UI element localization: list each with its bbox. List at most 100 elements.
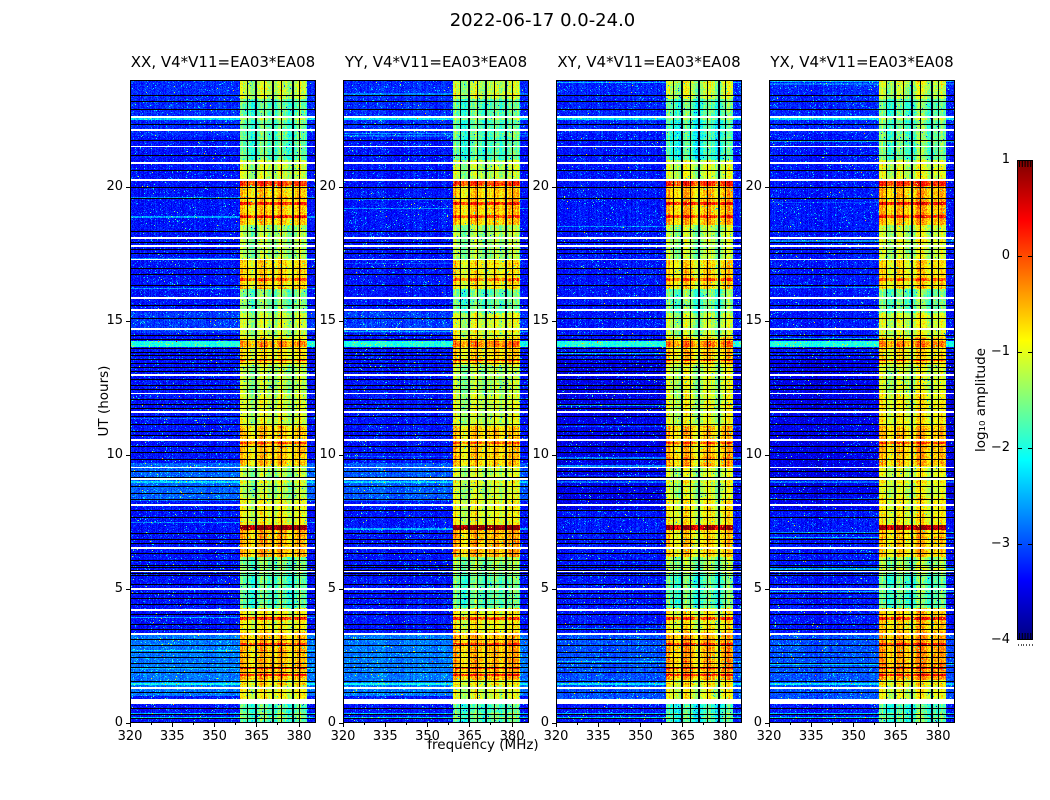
x-tick-label: 380 <box>286 729 312 744</box>
panel-title-yy: YY, V4*V11=EA03*EA08 <box>344 53 528 71</box>
x-tick-mark <box>937 723 939 727</box>
x-minor-tick-mark <box>874 723 876 725</box>
y-tick-mark <box>765 186 769 188</box>
colorbar-minor-dots <box>1020 644 1022 646</box>
x-tick-mark <box>810 723 812 727</box>
x-tick-label: 365 <box>244 729 270 744</box>
y-tick-label: 20 <box>106 179 123 195</box>
x-tick-mark <box>256 723 258 727</box>
x-minor-tick-mark <box>576 723 578 725</box>
x-tick-mark <box>640 723 642 727</box>
y-tick-mark <box>552 186 556 188</box>
x-minor-tick-mark <box>789 723 791 725</box>
x-tick-mark <box>768 723 770 727</box>
panel-title-yx: YX, V4*V11=EA03*EA08 <box>770 53 954 71</box>
x-tick-mark <box>469 723 471 727</box>
colorbar-tick-label: 1 <box>1001 152 1010 167</box>
figure-title: 2022-06-17 0.0-24.0 <box>449 10 636 31</box>
colorbar-tick-label: 0 <box>1001 248 1010 263</box>
y-tick-label: 0 <box>753 715 762 730</box>
y-tick-mark <box>339 320 343 322</box>
x-tick-mark <box>129 723 131 727</box>
y-tick-mark <box>339 588 343 590</box>
y-tick-mark <box>765 588 769 590</box>
x-tick-label: 320 <box>330 729 356 744</box>
y-tick-mark <box>339 454 343 456</box>
x-minor-tick-mark <box>490 723 492 725</box>
y-tick-mark <box>552 722 556 724</box>
y-tick-mark <box>552 454 556 456</box>
y-tick-mark <box>765 722 769 724</box>
x-tick-mark <box>298 723 300 727</box>
y-tick-label: 5 <box>327 581 336 597</box>
x-minor-tick-mark <box>363 723 365 725</box>
y-tick-label: 0 <box>540 715 549 730</box>
y-tick-label: 10 <box>532 447 549 463</box>
x-tick-label: 380 <box>925 729 951 744</box>
x-minor-tick-mark <box>405 723 407 725</box>
x-minor-tick-mark <box>277 723 279 725</box>
colorbar-minor-dots <box>1031 644 1033 646</box>
y-tick-mark <box>339 722 343 724</box>
y-tick-mark <box>765 454 769 456</box>
y-tick-label: 10 <box>319 447 336 463</box>
x-tick-mark <box>427 723 429 727</box>
x-tick-mark <box>214 723 216 727</box>
y-tick-label: 20 <box>532 179 549 195</box>
x-minor-tick-mark <box>192 723 194 725</box>
x-tick-mark <box>555 723 557 727</box>
x-tick-mark <box>384 723 386 727</box>
y-tick-label: 15 <box>745 313 762 329</box>
x-tick-mark <box>511 723 513 727</box>
y-tick-mark <box>126 454 130 456</box>
y-tick-label: 20 <box>745 179 762 195</box>
y-tick-mark <box>126 722 130 724</box>
x-axis-label: frequency (MHz) <box>427 737 539 753</box>
y-tick-label: 15 <box>106 313 123 329</box>
colorbar-minor-dots <box>1018 644 1019 646</box>
x-tick-label: 320 <box>756 729 782 744</box>
y-tick-mark <box>552 588 556 590</box>
x-tick-label: 365 <box>457 729 483 744</box>
x-tick-label: 335 <box>585 729 611 744</box>
colorbar-tick-label: −2 <box>990 440 1010 455</box>
x-tick-label: 320 <box>117 729 143 744</box>
x-minor-tick-mark <box>703 723 705 725</box>
colorbar-tick-label: −4 <box>990 632 1010 647</box>
x-minor-tick-mark <box>916 723 918 725</box>
y-tick-label: 0 <box>327 715 336 730</box>
x-tick-label: 350 <box>415 729 440 744</box>
x-tick-label: 365 <box>670 729 696 744</box>
x-minor-tick-mark <box>150 723 152 725</box>
x-minor-tick-mark <box>448 723 450 725</box>
x-tick-mark <box>342 723 344 727</box>
y-tick-label: 10 <box>745 447 762 463</box>
x-tick-label: 350 <box>202 729 227 744</box>
y-tick-label: 15 <box>532 313 549 329</box>
x-tick-label: 335 <box>372 729 398 744</box>
x-minor-tick-mark <box>235 723 237 725</box>
x-tick-label: 350 <box>628 729 653 744</box>
y-tick-label: 0 <box>114 715 123 730</box>
colorbar-minor-dots <box>1023 644 1025 646</box>
x-tick-label: 350 <box>841 729 866 744</box>
spectrogram-canvas-yx <box>769 80 955 723</box>
y-tick-label: 5 <box>540 581 549 597</box>
y-tick-mark <box>765 320 769 322</box>
y-tick-label: 10 <box>106 447 123 463</box>
x-tick-label: 335 <box>798 729 824 744</box>
spectrogram-canvas-xx <box>130 80 316 723</box>
y-tick-mark <box>339 186 343 188</box>
x-tick-label: 320 <box>543 729 569 744</box>
colorbar-tick-label: −1 <box>990 344 1010 359</box>
x-tick-mark <box>724 723 726 727</box>
x-tick-mark <box>597 723 599 727</box>
colorbar-minor-dots <box>1028 644 1030 646</box>
spectrogram-canvas-yy <box>343 80 529 723</box>
colorbar-minor-dots <box>1026 644 1028 646</box>
x-tick-mark <box>682 723 684 727</box>
x-tick-label: 380 <box>712 729 738 744</box>
x-tick-mark <box>853 723 855 727</box>
spectrogram-canvas-xy <box>556 80 742 723</box>
